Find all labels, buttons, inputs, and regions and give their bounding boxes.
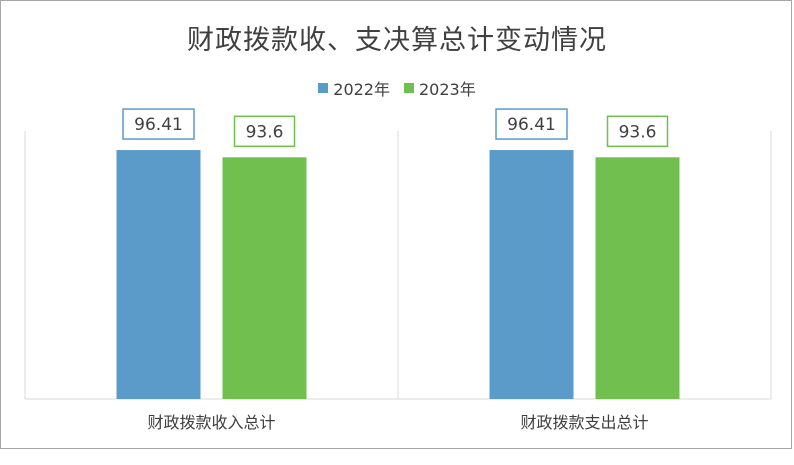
bar-2-2 (595, 157, 680, 399)
data-label-box-1-2 (495, 108, 568, 140)
legend-label-series-2: 2023年 (419, 80, 476, 99)
data-label-box-2-2 (606, 115, 669, 148)
chart-legend: 2022年 2023年 (1, 76, 793, 100)
data-label-box-2-1 (233, 115, 296, 148)
data-label-1-1: 96.41 (134, 115, 183, 135)
bar-1-1 (116, 150, 201, 399)
data-label-box-1-1 (122, 108, 195, 140)
bar-2-1 (222, 157, 307, 399)
data-label-1-2: 96.41 (507, 115, 556, 135)
plot-area: 96.41 93.6 财政拨款收入总计 96.41 93.6 财政拨款支出总计 (24, 108, 772, 432)
chart-frame: 财政拨款收、支决算总计变动情况 2022年 2023年 96.41 93.6 财政拨… (0, 0, 792, 449)
legend-label-series-1: 2022年 (333, 80, 390, 99)
x-tick-label-2: 财政拨款支出总计 (520, 413, 648, 432)
data-label-2-2: 93.6 (619, 122, 657, 142)
legend-swatch-series-1 (318, 83, 329, 93)
chart-title: 财政拨款收、支决算总计变动情况 (187, 25, 607, 56)
legend-swatch-series-2 (404, 83, 414, 93)
bar-1-2 (489, 150, 574, 399)
data-label-2-1: 93.6 (246, 122, 284, 142)
legend-item-series-2: 2023年 (404, 76, 476, 100)
x-tick-label-1: 财政拨款收入总计 (147, 413, 275, 432)
legend-item-series-1: 2022年 (318, 76, 390, 100)
